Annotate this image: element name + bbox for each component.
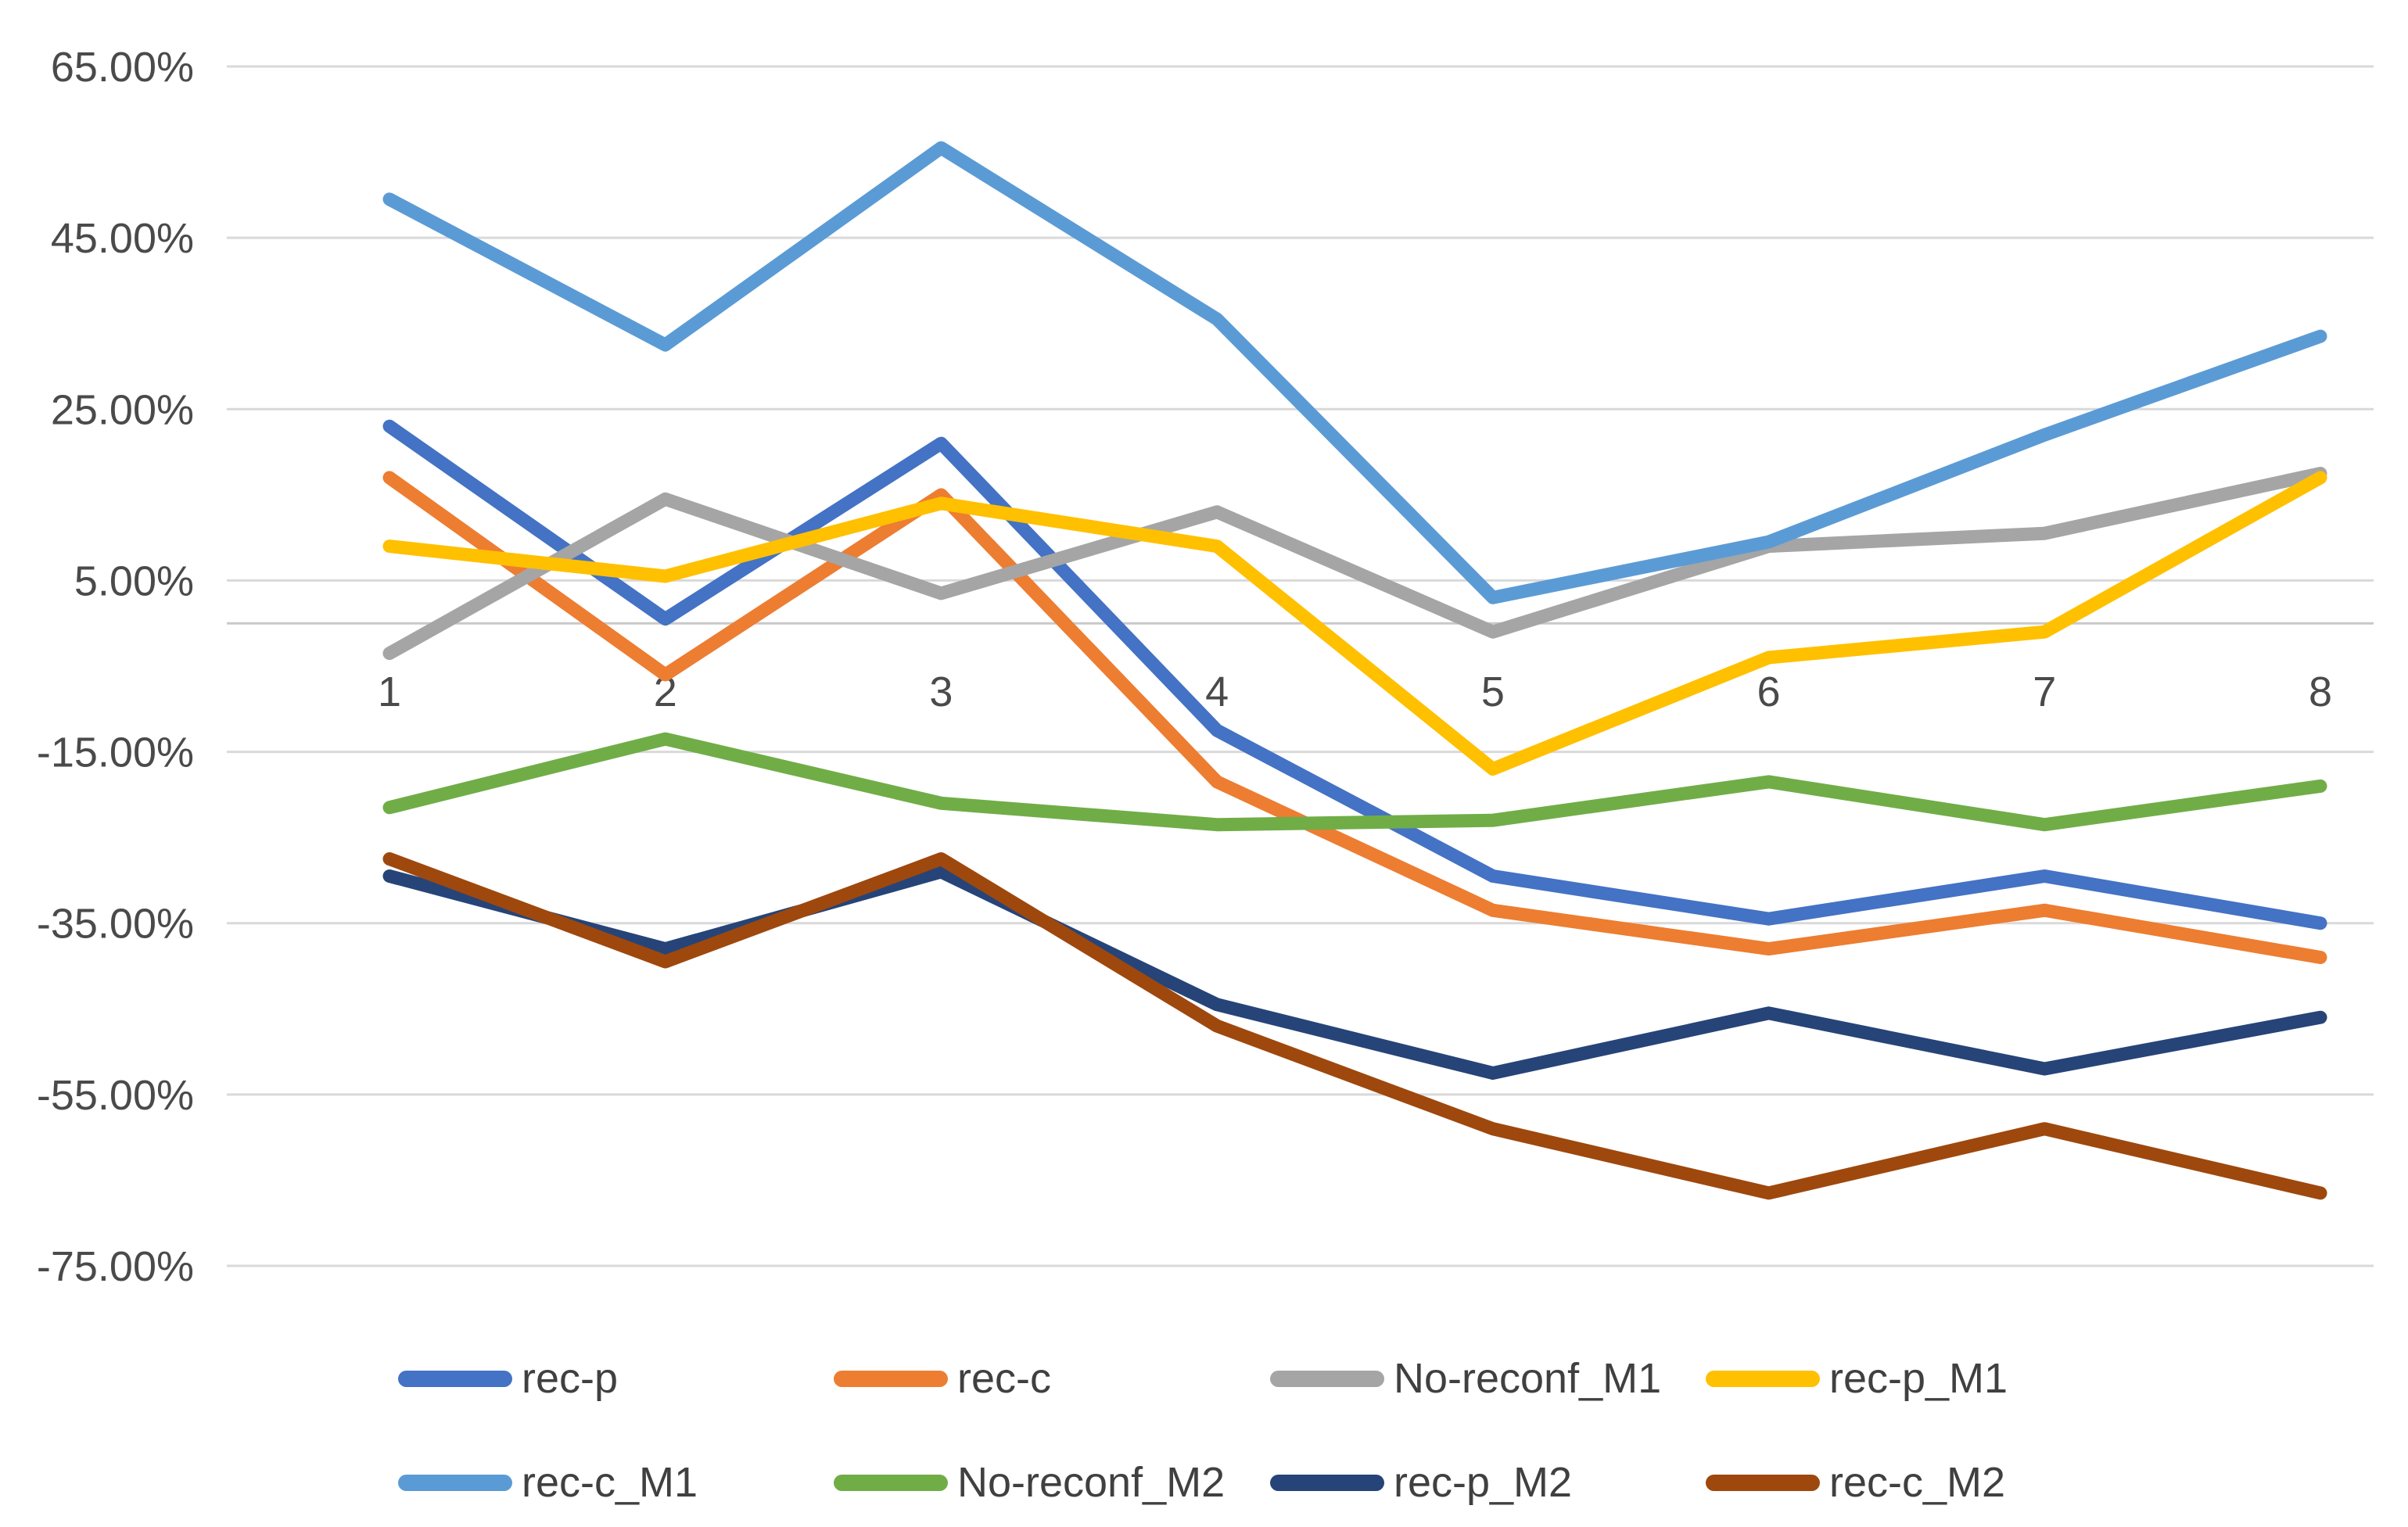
y-axis-tick-label: -75.00% — [37, 1243, 194, 1290]
series-line-rec-c — [382, 471, 2327, 964]
y-axis-tick-label: -35.00% — [37, 901, 194, 948]
y-axis-tick-label: 25.00% — [51, 386, 194, 433]
x-axis-category-label: 6 — [1757, 669, 1781, 715]
x-axis-category-label: 3 — [929, 669, 953, 715]
series-line-rec-p — [382, 419, 2327, 930]
y-axis-tick-label: 65.00% — [51, 44, 194, 91]
series-line-rec-c_M1 — [382, 141, 2327, 604]
y-axis-tick-label: -55.00% — [37, 1072, 194, 1119]
y-axis-tick-label: -15.00% — [37, 729, 194, 776]
x-axis-category-label: 5 — [1481, 669, 1505, 715]
x-axis-category-label: 8 — [2309, 669, 2332, 715]
x-axis-category-label: 1 — [378, 669, 401, 715]
gridlines-group — [227, 65, 2374, 1267]
series-line-rec-p_M1 — [382, 471, 2327, 776]
x-axis-category-label: 7 — [2033, 669, 2056, 715]
x-axis-category-label: 4 — [1205, 669, 1229, 715]
y-axis-tick-label: 45.00% — [51, 215, 194, 262]
y-axis-tick-label: 5.00% — [74, 557, 194, 604]
series-line-rec-c_M2 — [382, 852, 2327, 1200]
series-group — [382, 141, 2327, 1200]
y-axis-labels-group: 65.00% 45.00% 25.00% 5.00% -15.00% -35.00% -55… — [37, 44, 194, 1290]
series-line-No-reconf_M1 — [382, 467, 2327, 661]
series-line-rec-p_M2 — [382, 865, 2327, 1080]
series-line-No-reconf_M2 — [382, 732, 2327, 832]
